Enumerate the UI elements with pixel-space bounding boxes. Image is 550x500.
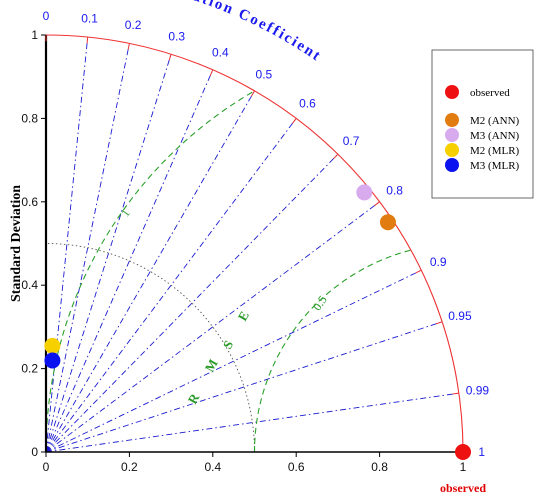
- legend-label-4: M3 (MLR): [470, 160, 520, 172]
- correlation-label-5: 0.5: [256, 68, 273, 82]
- correlation-tick-4: [209, 69, 214, 76]
- legend-label-2: M3 (ANN): [470, 130, 520, 142]
- correlation-label-9: 0.9: [430, 255, 447, 269]
- x-tick-label-2: 0.4: [204, 460, 221, 474]
- correlation-label-12: 1: [478, 445, 485, 459]
- y-tick-label-2: 0.4: [21, 278, 38, 292]
- rmse-letter-1: M: [202, 356, 221, 374]
- correlation-title-path: Correlation Coefficient: [139, 0, 322, 65]
- x-tick-label-1: 0.2: [121, 460, 138, 474]
- correlation-ray-5: [45, 90, 255, 453]
- correlation-label-1: 0.1: [81, 11, 98, 25]
- correlation-tick-2: [127, 43, 130, 50]
- correlation-tick-7: [333, 153, 339, 160]
- correlation-label-2: 0.2: [125, 18, 142, 32]
- correlation-tick-11: [452, 392, 459, 395]
- points-layer: [44, 184, 471, 460]
- correlation-ray-11: [45, 392, 459, 453]
- correlation-ray-7: [45, 153, 339, 453]
- rmse-contour-0: [253, 249, 411, 453]
- correlation-tick-8: [374, 201, 380, 206]
- correlation-tick-3: [168, 54, 172, 61]
- correlation-ray-4: [45, 69, 214, 453]
- y-tick-label-4: 0.8: [21, 111, 38, 125]
- correlation-label-4: 0.4: [212, 46, 229, 60]
- correlation-ray-8: [45, 201, 380, 453]
- x-tick-label-0: 0: [43, 460, 50, 474]
- point-m2-ann-: [379, 214, 396, 231]
- reference-std-arc: [45, 243, 255, 453]
- axes-layer: [41, 34, 464, 457]
- correlation-tick-1: [86, 37, 89, 44]
- y-tick-label-5: 1: [31, 28, 38, 42]
- grid-layer: [45, 37, 459, 453]
- legend-label-0: observed: [470, 87, 510, 99]
- legend-label-3: M2 (MLR): [470, 145, 520, 157]
- legend-label-1: M2 (ANN): [470, 115, 520, 127]
- legend-marker-1: [445, 113, 459, 127]
- correlation-title: Correlation Coefficient: [139, 0, 324, 65]
- correlation-label-11: 0.99: [466, 384, 490, 398]
- x-tick-label-3: 0.6: [288, 460, 305, 474]
- correlation-tick-6: [292, 118, 297, 124]
- y-tick-label-1: 0.2: [21, 362, 38, 376]
- legend-marker-3: [445, 143, 459, 157]
- correlation-ray-3: [45, 54, 172, 453]
- point-m3-ann-: [356, 184, 373, 201]
- rmse-letter-2: S: [220, 338, 237, 352]
- correlation-label-7: 0.7: [343, 134, 360, 148]
- legend-marker-0: [445, 85, 459, 99]
- y-tick-label-3: 0.6: [21, 195, 38, 209]
- correlation-label-10: 0.95: [448, 309, 472, 323]
- correlation-ray-1: [45, 37, 89, 453]
- y-tick-label-0: 0: [31, 445, 38, 459]
- correlation-ray-9: [45, 269, 422, 453]
- correlation-label-6: 0.6: [299, 96, 316, 110]
- rmse-letter-0: R: [185, 390, 203, 406]
- legend-marker-4: [445, 158, 459, 172]
- correlation-tick-10: [436, 321, 443, 325]
- point-m2-mlr-: [44, 337, 61, 354]
- correlation-label-3: 0.3: [168, 29, 185, 43]
- point-observed: [455, 444, 471, 460]
- rmse-letter-3: E: [235, 308, 252, 323]
- correlation-label-0: 0: [43, 9, 50, 23]
- x-tick-label-4: 0.8: [371, 460, 388, 474]
- x-tick-label-5: 1: [460, 460, 467, 474]
- x-axis-title: observed: [440, 481, 486, 495]
- correlation-label-8: 0.8: [386, 184, 403, 198]
- rmse-contour-label-0: 0.5: [310, 293, 330, 313]
- rmse-contour-1: [45, 91, 253, 453]
- legend-marker-2: [445, 128, 459, 142]
- correlation-tick-5: [250, 90, 255, 97]
- y-axis-title: Standard Deviation: [9, 185, 24, 302]
- correlation-tick-9: [415, 269, 422, 274]
- point-m3-mlr-: [44, 352, 61, 369]
- legend: observed M2 (ANN) M3 (ANN) M2 (MLR) M3 (MLR): [431, 49, 534, 199]
- outer-arc: [45, 34, 464, 453]
- correlation-ray-10: [45, 321, 443, 453]
